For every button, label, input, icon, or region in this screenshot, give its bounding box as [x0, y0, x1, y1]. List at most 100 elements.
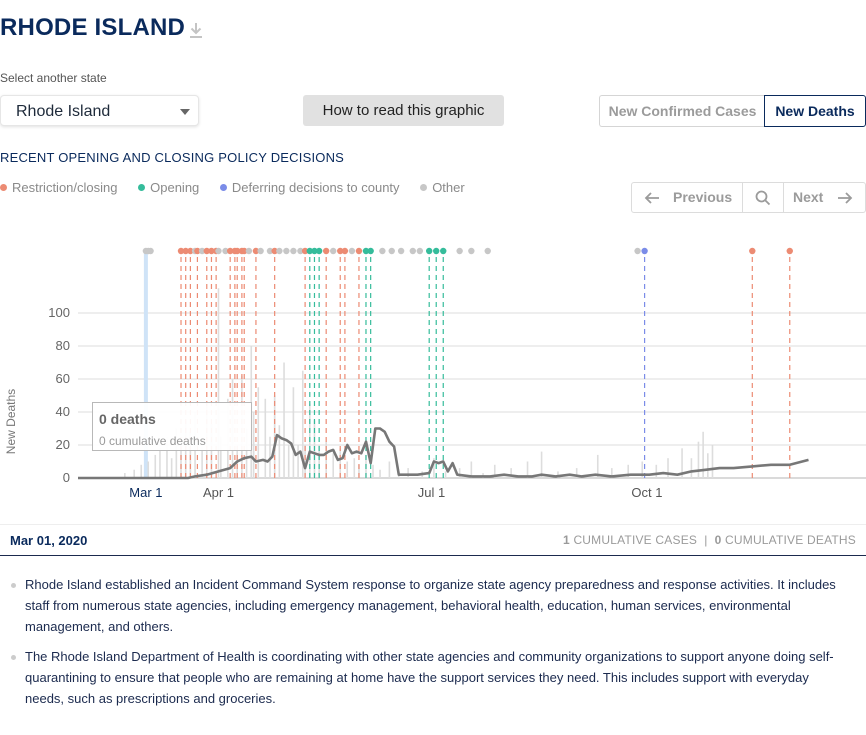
policy-marker: [749, 247, 756, 255]
legend-item-county: Deferring decisions to county: [219, 180, 400, 195]
death-bar: [292, 387, 295, 478]
death-bar: [264, 398, 267, 478]
policy-marker: [433, 247, 440, 255]
policy-marker: [290, 247, 297, 255]
x-tick-label: Jul 1: [418, 485, 445, 500]
how-to-read-button[interactable]: How to read this graphic: [303, 95, 504, 126]
death-bar: [690, 458, 693, 478]
policy-marker: [409, 247, 417, 255]
death-bar: [318, 445, 320, 478]
policy-marker: [388, 247, 395, 255]
policy-marker: [283, 247, 290, 255]
death-bar: [297, 445, 299, 478]
death-bar: [697, 441, 700, 478]
death-bar: [189, 431, 192, 478]
death-bar: [166, 436, 168, 478]
policy-marker: [641, 247, 648, 255]
death-bar: [407, 468, 409, 478]
death-bar: [287, 445, 290, 478]
previous-label: Previous: [673, 189, 733, 205]
death-bar: [433, 458, 435, 478]
x-tick-label: Mar 1: [129, 485, 162, 500]
next-button[interactable]: Next: [783, 183, 865, 212]
new-deaths-toggle[interactable]: New Deaths: [764, 95, 866, 127]
death-bar: [124, 473, 126, 478]
policy-marker: [301, 247, 309, 255]
policy-marker: [177, 247, 185, 255]
death-bar: [154, 454, 157, 478]
death-bar: [526, 461, 529, 478]
bullet-dot: [11, 583, 16, 588]
policy-marker: [416, 247, 424, 255]
death-bar: [252, 412, 255, 478]
chart-tooltip: 0 deaths 0 cumulative deaths: [92, 402, 252, 451]
death-bar: [681, 448, 683, 478]
policy-marker: [322, 247, 330, 255]
policy-marker: [468, 247, 475, 255]
death-bar: [655, 464, 658, 478]
policy-marker: [456, 247, 463, 255]
policy-note-text: Rhode Island established an Incident Com…: [25, 577, 836, 634]
death-bar: [245, 428, 248, 478]
y-tick-label: 40: [56, 404, 70, 419]
y-tick-label: 0: [63, 470, 70, 485]
legend-dot-opening: [138, 184, 146, 191]
policy-note-text: The Rhode Island Department of Health is…: [25, 649, 834, 706]
tooltip-title: 0 deaths: [99, 411, 156, 427]
new-confirmed-cases-toggle[interactable]: New Confirmed Cases: [599, 95, 765, 127]
cumulative-cases-value: 1: [563, 533, 570, 547]
search-button[interactable]: [742, 183, 784, 212]
policy-marker: [348, 247, 356, 255]
policy-marker: [257, 247, 264, 255]
policy-marker: [484, 247, 491, 255]
death-bar: [133, 469, 135, 478]
death-bar: [140, 464, 143, 478]
policy-legend: Restriction/closing Opening Deferring de…: [0, 180, 482, 195]
policy-marker: [297, 247, 304, 255]
y-tick-label: 20: [56, 437, 70, 452]
death-bar: [220, 436, 222, 478]
state-select-value: Rhode Island: [16, 103, 111, 120]
policy-marker: [306, 247, 313, 255]
legend-label-restriction: Restriction/closing: [12, 180, 118, 195]
caret-down-icon: [180, 109, 190, 115]
policy-marker: [440, 247, 447, 255]
policy-marker: [341, 247, 349, 255]
previous-button[interactable]: Previous: [632, 183, 742, 212]
policy-marker: [187, 247, 194, 255]
state-select[interactable]: Rhode Island: [0, 95, 199, 126]
legend-dot-county: [219, 184, 227, 191]
selected-date: Mar 01, 2020: [10, 533, 88, 548]
death-bar: [667, 458, 669, 478]
death-bar: [702, 431, 704, 478]
death-bar: [339, 448, 342, 478]
cumulative-deaths-value: 0: [714, 533, 722, 547]
state-select-label: Select another state: [0, 71, 107, 85]
death-bar: [540, 451, 543, 478]
policy-marker: [315, 247, 323, 255]
death-bar: [711, 445, 714, 478]
policy-marker: [182, 247, 189, 255]
policy-marker: [252, 247, 260, 255]
death-bar: [304, 445, 306, 478]
policy-marker: [226, 247, 234, 255]
death-bar: [493, 464, 496, 478]
legend-dot-restriction: [0, 184, 7, 191]
policy-section-heading: RECENT OPENING AND CLOSING POLICY DECISI…: [0, 150, 345, 165]
selected-date-bar: Mar 01, 2020 1 CUMULATIVE CASES | 0 CUMU…: [0, 524, 866, 556]
y-tick-label: 60: [56, 371, 70, 386]
death-bar: [175, 428, 178, 478]
policy-marker: [379, 247, 386, 255]
policy-notes: Rhode Island established an Incident Com…: [0, 574, 866, 718]
death-bar: [611, 468, 613, 478]
legend-label-county: Deferring decisions to county: [231, 180, 400, 195]
policy-marker: [245, 247, 253, 255]
tooltip-subtitle: 0 cumulative deaths: [99, 434, 206, 448]
next-label: Next: [793, 189, 824, 205]
download-icon[interactable]: [187, 21, 205, 41]
policy-marker: [241, 247, 248, 255]
policy-marker: [147, 247, 154, 255]
death-bar: [201, 445, 203, 478]
cumulative-cases-label: CUMULATIVE CASES: [573, 533, 698, 547]
policy-marker: [330, 247, 337, 255]
